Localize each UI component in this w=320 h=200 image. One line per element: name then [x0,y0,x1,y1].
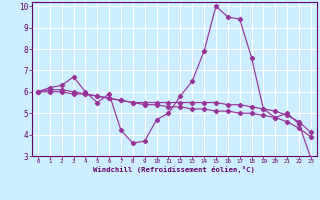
X-axis label: Windchill (Refroidissement éolien,°C): Windchill (Refroidissement éolien,°C) [93,166,255,173]
